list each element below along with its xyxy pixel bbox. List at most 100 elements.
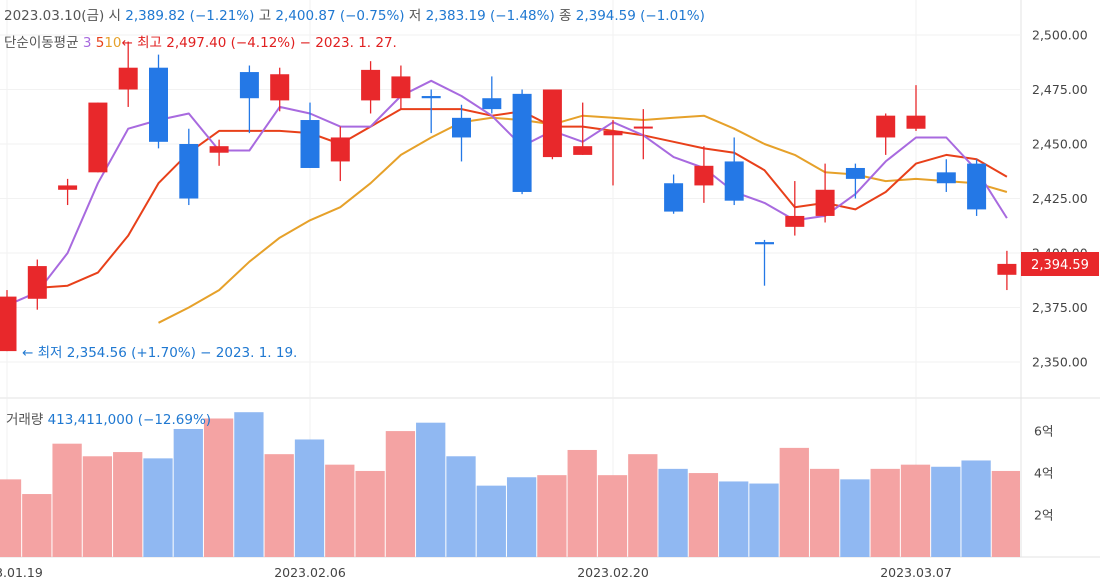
volume-bar (597, 475, 628, 557)
candle-body (330, 137, 350, 162)
open-value: 2,389.82 (−1.21%) (125, 8, 255, 24)
candle-body (906, 115, 926, 129)
high-label: 고 (258, 8, 272, 24)
candle-body (967, 163, 987, 210)
volume-bar (779, 447, 809, 557)
candle-body (179, 144, 199, 199)
ohlc-summary: 2023.03.10(금) 시 2,389.82 (−1.21%) 고 2,40… (4, 4, 705, 24)
candle-body (209, 146, 229, 153)
volume-bar (0, 479, 22, 557)
price-tick-label: 2,425.00 (1032, 191, 1088, 206)
x-tick-label: 2023.01.19 (0, 565, 43, 580)
candle-body (755, 242, 774, 245)
candle-body (876, 115, 896, 138)
candlesticks (0, 41, 1017, 352)
candle-body (452, 117, 471, 138)
ma10-period[interactable]: 10 (104, 35, 122, 51)
volume-bar (416, 422, 446, 557)
volume-bar (961, 460, 991, 557)
low-label: 저 (408, 8, 422, 24)
ma-legend[interactable]: 단순이동평균 3 510← 최고 2,497.40 (−4.12%) − 202… (4, 31, 397, 51)
volume-tick-label: 4억 (1034, 466, 1053, 481)
ma5-period[interactable]: 5 (95, 35, 105, 51)
ma-legend-label: 단순이동평균 (4, 35, 79, 51)
summary-date: 2023.03.10(금) (4, 8, 105, 24)
x-tick-label: 2023.03.07 (880, 565, 952, 580)
candle-body (88, 102, 108, 173)
candle-body (270, 74, 290, 101)
volume-bar (234, 412, 264, 557)
candle-body (239, 72, 259, 99)
volume-bar (325, 464, 355, 557)
close-value: 2,394.59 (−1.01%) (575, 8, 705, 24)
volume-bar (628, 454, 658, 557)
candle-body (0, 296, 17, 352)
volume-bar (294, 439, 325, 557)
volume-bar (719, 481, 749, 557)
candle-body (724, 161, 744, 201)
candle-body (391, 76, 411, 99)
volume-bar (82, 456, 113, 557)
candle-body (664, 183, 684, 212)
candle-body (300, 120, 320, 168)
candle-body (603, 130, 623, 136)
volume-legend-label: 거래량 (6, 412, 44, 428)
candle-body (785, 215, 805, 227)
volume-bar (870, 468, 900, 557)
candle-body (573, 146, 593, 155)
volume-bars (0, 412, 1020, 557)
ma3-period[interactable]: 3 (82, 35, 92, 51)
lowest-annotation: ← 최저 2,354.56 (+1.70%) − 2023. 1. 19. (22, 345, 298, 361)
price-tick-label: 2,375.00 (1032, 300, 1088, 315)
candle-body (512, 93, 532, 192)
open-label: 시 (108, 8, 121, 24)
high-value: 2,400.87 (−0.75%) (275, 8, 405, 24)
candle-body (482, 98, 502, 110)
volume-bar (658, 468, 688, 557)
volume-bar (143, 458, 173, 557)
volume-bar (446, 456, 476, 557)
close-label: 종 (559, 8, 572, 24)
candle-body (421, 96, 441, 99)
volume-bar (113, 452, 143, 557)
price-tick-label: 2,350.00 (1032, 355, 1088, 370)
x-tick-label: 2023.02.06 (274, 565, 346, 580)
volume-bar (931, 466, 961, 557)
current-price-tag-text: 2,394.59 (1031, 258, 1089, 273)
volume-bar (688, 473, 719, 557)
volume-bar (385, 431, 416, 557)
volume-bar (203, 418, 234, 557)
volume-bar (749, 483, 779, 557)
volume-bar (173, 428, 203, 557)
price-tick-label: 2,475.00 (1032, 82, 1088, 97)
volume-bar (809, 468, 840, 557)
low-value: 2,383.19 (−1.48%) (425, 8, 555, 24)
volume-bar (264, 454, 294, 557)
volume-bar (506, 477, 537, 557)
candle-body (118, 67, 138, 90)
axis-labels: 2,350.002,375.002,400.002,425.002,450.00… (0, 28, 1088, 581)
candle-body (149, 67, 168, 142)
current-price-tag: 2,394.59 (1021, 252, 1099, 276)
current-price-tag-bg (1021, 252, 1099, 276)
volume-bar (567, 449, 597, 557)
volume-bar (991, 470, 1020, 557)
candle-body (815, 189, 835, 216)
x-tick-label: 2023.02.20 (577, 565, 649, 580)
candle-body (936, 172, 956, 184)
volume-bar (840, 479, 870, 557)
highest-annotation: ← 최고 2,497.40 (−4.12%) − 2023. 1. 27. (121, 35, 397, 51)
candle-body (633, 126, 653, 129)
volume-bar (537, 475, 567, 557)
volume-bar (476, 485, 506, 557)
candle-body (997, 263, 1017, 275)
volume-bar (900, 464, 931, 557)
volume-bar (22, 494, 52, 557)
volume-tick-label: 6억 (1034, 424, 1053, 439)
volume-legend: 거래량 413,411,000 (−12.69%) (6, 408, 211, 428)
volume-tick-label: 2억 (1034, 508, 1053, 523)
candle-body (694, 165, 714, 186)
candle-body (361, 69, 381, 101)
price-tick-label: 2,500.00 (1032, 28, 1088, 43)
